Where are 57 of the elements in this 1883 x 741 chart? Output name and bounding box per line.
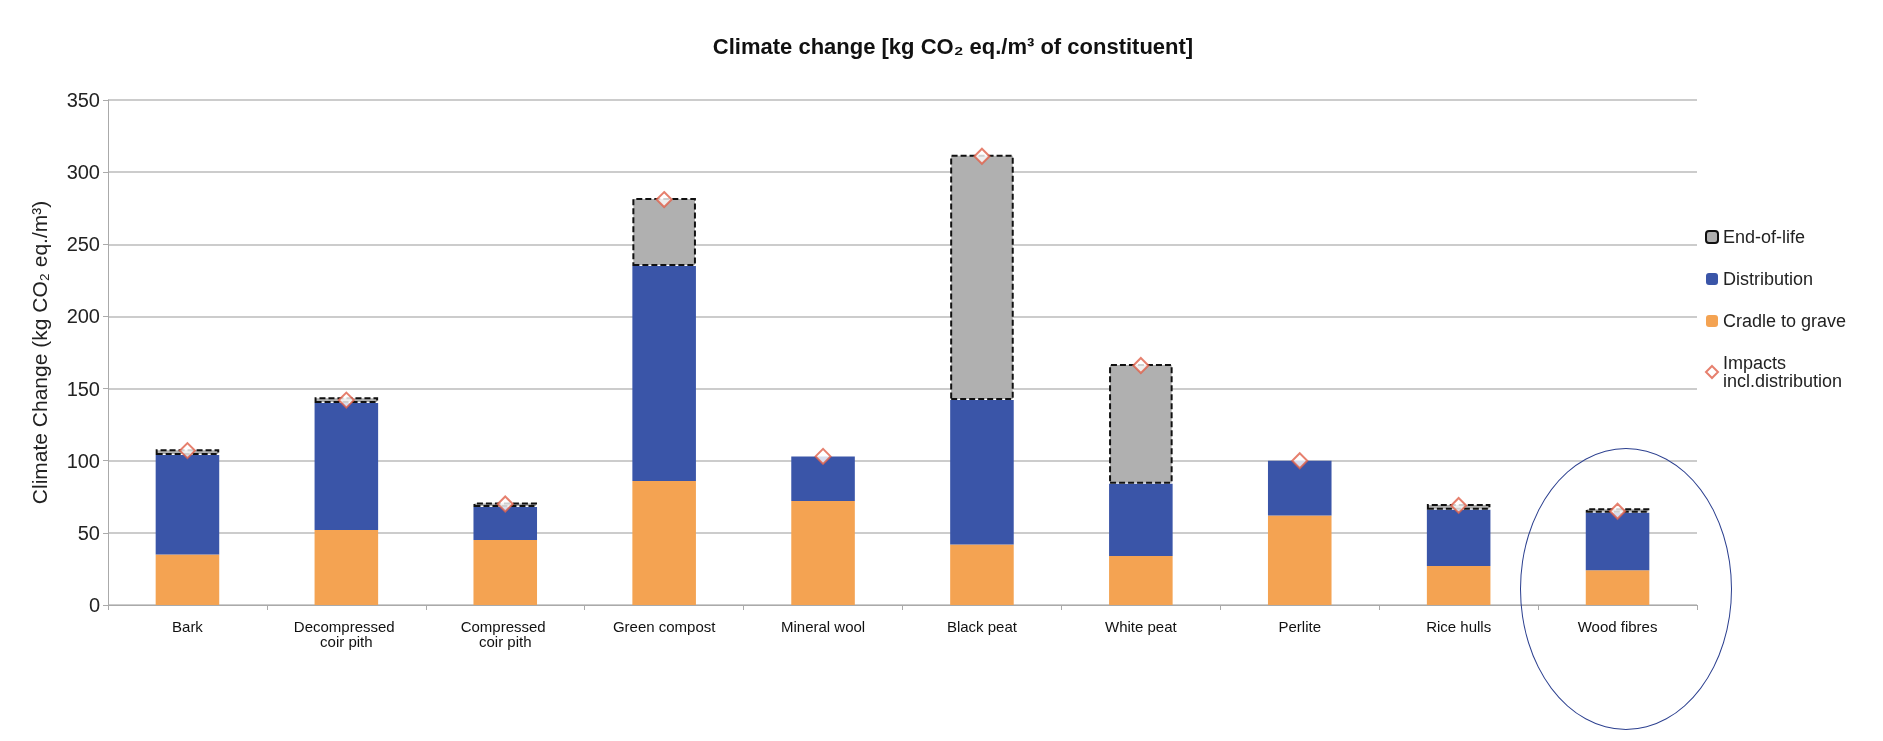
x-tick-label: Rice hulls bbox=[1426, 618, 1492, 635]
bar bbox=[1109, 483, 1173, 556]
x-tick-label: Mineral wool bbox=[780, 618, 866, 635]
point bbox=[1450, 496, 1468, 514]
point bbox=[973, 147, 991, 165]
point bbox=[178, 442, 196, 460]
bar bbox=[950, 400, 1014, 545]
bar bbox=[1267, 515, 1332, 605]
point bbox=[337, 391, 355, 409]
legend-label: End-of-life bbox=[1723, 227, 1806, 247]
x-tick-label: Bark bbox=[172, 618, 204, 635]
x-tick-label: Decompressed coir pith bbox=[293, 618, 399, 650]
bar bbox=[791, 456, 855, 502]
bar bbox=[1267, 460, 1332, 516]
bar bbox=[1585, 570, 1650, 605]
x-tick-label: Green compost bbox=[612, 618, 717, 635]
legend-label: Distribution bbox=[1723, 269, 1814, 289]
point bbox=[1132, 356, 1150, 374]
x-tick-label: White peat bbox=[1104, 618, 1178, 635]
bar bbox=[473, 540, 538, 605]
bar bbox=[314, 403, 379, 530]
legend-label: Impacts incl.distribution bbox=[1723, 353, 1843, 391]
bar bbox=[791, 501, 855, 605]
bar bbox=[632, 265, 696, 481]
bar bbox=[314, 529, 379, 605]
y-tick-label: 0 bbox=[88, 594, 100, 616]
y-tick-label: 150 bbox=[66, 377, 100, 400]
bar bbox=[632, 198, 696, 266]
y-tick-label: 100 bbox=[66, 449, 100, 472]
x-tick-label: Perlite bbox=[1278, 618, 1322, 635]
bar bbox=[155, 554, 220, 605]
y-tick-label: 200 bbox=[66, 305, 100, 328]
x-tick-label: Wood fibres bbox=[1577, 618, 1658, 635]
bar bbox=[1109, 364, 1173, 484]
y-tick-label: 300 bbox=[66, 161, 100, 184]
y-tick-label: 250 bbox=[66, 233, 100, 256]
bar bbox=[155, 454, 220, 555]
x-tick-label: Compressed coir pith bbox=[460, 618, 550, 650]
y-axis-title: Climate Change (kg CO₂ eq./m³) bbox=[28, 200, 51, 505]
y-tick-label: 50 bbox=[77, 521, 100, 544]
bar bbox=[473, 506, 538, 541]
legend-label: Cradle to grave bbox=[1723, 311, 1847, 331]
point bbox=[814, 447, 832, 465]
point bbox=[496, 495, 514, 513]
bar bbox=[1109, 555, 1173, 605]
bar bbox=[950, 544, 1014, 605]
chart-title: Climate change [kg CO₂ eq./m³ of constituent] bbox=[712, 33, 1194, 59]
bar bbox=[1426, 566, 1491, 605]
bar bbox=[950, 154, 1014, 401]
bar bbox=[632, 480, 696, 605]
point bbox=[655, 191, 673, 209]
y-tick-label: 350 bbox=[66, 89, 100, 111]
bar bbox=[1585, 512, 1650, 571]
x-tick-label: Black peat bbox=[946, 618, 1018, 635]
point bbox=[1291, 452, 1309, 470]
bar bbox=[1426, 509, 1491, 567]
point bbox=[1609, 502, 1627, 520]
